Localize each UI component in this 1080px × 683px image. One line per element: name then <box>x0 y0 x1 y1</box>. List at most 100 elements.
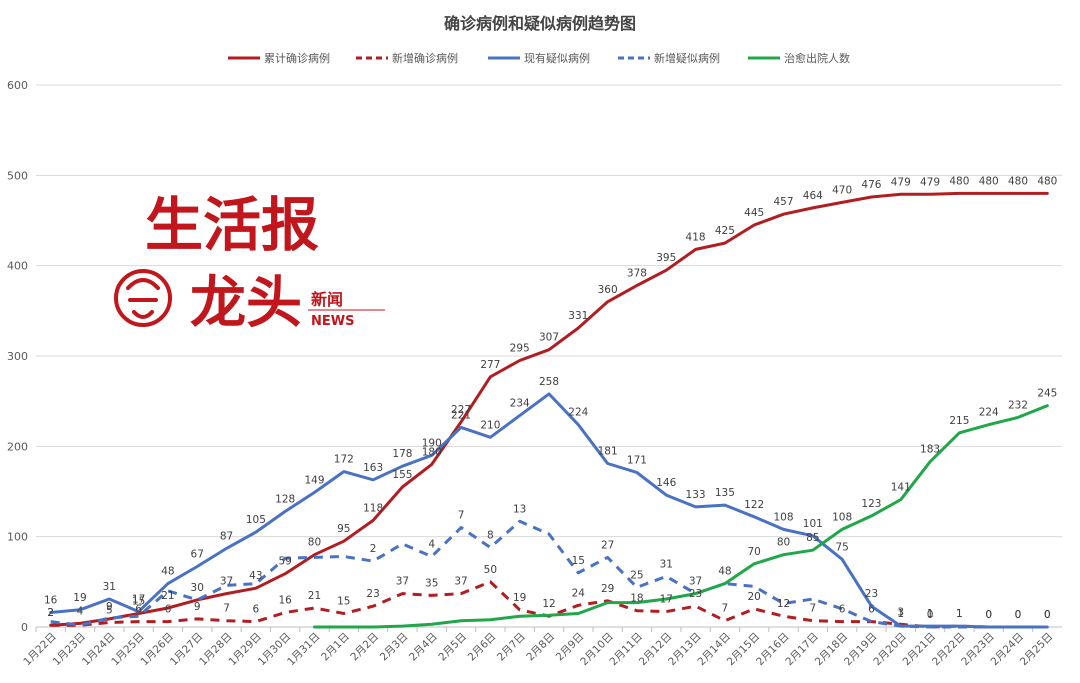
gridlines <box>36 84 1062 628</box>
data-label: 133 <box>686 489 706 501</box>
y-tick-label: 500 <box>7 169 28 182</box>
data-label: 108 <box>832 511 852 523</box>
series-line-0 <box>49 191 1049 627</box>
data-label: 163 <box>363 462 383 474</box>
data-label: 295 <box>510 343 530 355</box>
watermark-news-en: NEWS <box>311 314 354 329</box>
y-tick-label: 600 <box>7 79 28 92</box>
data-label: 215 <box>949 415 969 427</box>
data-label: 24 <box>572 587 586 599</box>
data-label: 1 <box>956 608 963 620</box>
data-label: 7 <box>809 603 816 615</box>
legend-label: 新增疑似病例 <box>654 51 720 65</box>
data-label: 395 <box>656 252 676 264</box>
y-tick-label: 200 <box>7 440 28 453</box>
data-label: 418 <box>686 231 706 243</box>
data-label: 67 <box>191 548 204 560</box>
data-label: 23 <box>366 588 379 600</box>
data-label: 2 <box>370 543 377 555</box>
data-label: 232 <box>1008 399 1028 411</box>
series-line-2 <box>49 392 1049 629</box>
data-label: 18 <box>630 593 643 605</box>
watermark-brand-line1: 生活报 <box>145 191 319 259</box>
data-label: 360 <box>598 284 618 296</box>
data-label: 12 <box>777 598 790 610</box>
data-label: 128 <box>275 493 295 505</box>
data-label: 258 <box>539 376 559 388</box>
data-label: 0 <box>985 609 992 621</box>
watermark-news-cn: 新闻 <box>311 290 343 309</box>
data-label: 16 <box>44 595 58 607</box>
data-label: 307 <box>539 332 559 344</box>
data-label: 4 <box>428 539 435 551</box>
data-label: 13 <box>513 503 526 515</box>
data-label: 227 <box>451 404 471 416</box>
data-label: 5 <box>106 604 113 616</box>
series-line-4 <box>313 404 1049 629</box>
data-label: 245 <box>1037 388 1057 400</box>
data-label: 0 <box>985 609 992 621</box>
data-label: 108 <box>773 511 793 523</box>
data-label: 20 <box>748 591 761 603</box>
data-label: 0 <box>1015 609 1022 621</box>
data-label: 171 <box>627 455 647 467</box>
data-label: 141 <box>891 482 911 494</box>
data-label: 85 <box>806 532 819 544</box>
data-label: 7 <box>722 603 729 615</box>
y-tick-label: 100 <box>7 531 28 544</box>
y-tick-label: 300 <box>7 350 28 363</box>
data-label: 48 <box>718 566 731 578</box>
data-label: 7 <box>458 510 465 522</box>
data-label: 59 <box>278 556 291 568</box>
data-label: 105 <box>246 514 266 526</box>
data-label: 234 <box>510 398 530 410</box>
data-label: 6 <box>135 604 142 616</box>
y-tick-label: 400 <box>7 260 28 273</box>
data-label: 0 <box>927 609 934 621</box>
data-label: 470 <box>832 184 852 196</box>
data-label: 476 <box>861 179 881 191</box>
data-label: 123 <box>861 498 881 510</box>
data-label: 464 <box>803 190 823 202</box>
data-label: 43 <box>249 570 262 582</box>
legend-label: 治愈出院人数 <box>784 51 850 65</box>
data-label: 224 <box>568 407 588 419</box>
data-label: 95 <box>337 523 350 535</box>
data-label: 37 <box>454 576 467 588</box>
data-label: 9 <box>106 601 113 613</box>
data-label: 6 <box>868 604 875 616</box>
data-label: 37 <box>689 576 702 588</box>
data-label: 0 <box>1044 609 1051 621</box>
data-label: 183 <box>920 444 940 456</box>
data-label: 75 <box>835 541 848 553</box>
legend-label: 现有疑似病例 <box>524 51 590 65</box>
data-label: 80 <box>308 537 321 549</box>
data-label: 135 <box>715 487 735 499</box>
data-label: 6 <box>253 604 260 616</box>
data-label: 15 <box>132 595 145 607</box>
data-label: 19 <box>513 592 526 604</box>
data-label: 23 <box>689 588 702 600</box>
data-label: 31 <box>103 581 116 593</box>
data-label: 190 <box>422 437 442 449</box>
data-label: 457 <box>773 196 793 208</box>
data-label: 172 <box>334 454 354 466</box>
data-label: 480 <box>1037 175 1057 187</box>
data-label: 29 <box>601 583 614 595</box>
data-label: 3 <box>897 606 904 618</box>
data-label: 224 <box>979 407 999 419</box>
data-label: 155 <box>392 469 412 481</box>
data-label: 331 <box>568 310 588 322</box>
data-label: 210 <box>480 419 500 431</box>
data-label: 479 <box>891 176 911 188</box>
data-label: 21 <box>308 590 321 602</box>
data-label: 0 <box>1015 609 1022 621</box>
data-label: 178 <box>392 448 412 460</box>
series-line-3 <box>50 519 1048 629</box>
data-label: 80 <box>777 537 790 549</box>
data-label: 479 <box>920 176 940 188</box>
data-label: 118 <box>363 502 383 514</box>
data-label: 23 <box>865 588 878 600</box>
